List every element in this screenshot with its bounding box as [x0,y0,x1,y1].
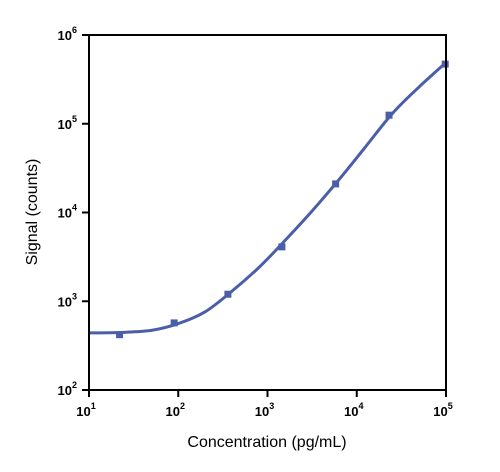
data-point [224,290,232,298]
data-point [385,111,393,119]
data-point [170,319,178,327]
y-axis: 102 103 104 105 106 [58,25,89,398]
plot-area [88,60,449,339]
x-axis: 101 102 103 104 105 [76,390,453,419]
x-tick-label: 105 [433,401,452,419]
data-point [116,331,124,339]
y-tick-label: 102 [58,380,77,398]
x-axis-title: Concentration (pg/mL) [187,434,346,451]
y-tick-label: 103 [58,291,77,309]
y-tick-label: 105 [58,114,77,132]
x-tick-label: 103 [255,401,274,419]
data-point [278,243,286,251]
y-axis-title: Signal (counts) [24,159,41,266]
plot-frame [88,34,447,391]
y-tick-label: 106 [58,25,77,43]
y-tick-label: 104 [58,203,77,221]
fit-curve [88,61,448,335]
x-tick-label: 104 [344,401,363,419]
x-tick-label: 102 [166,401,185,419]
x-tick-label: 101 [76,401,95,419]
data-point [332,180,340,188]
